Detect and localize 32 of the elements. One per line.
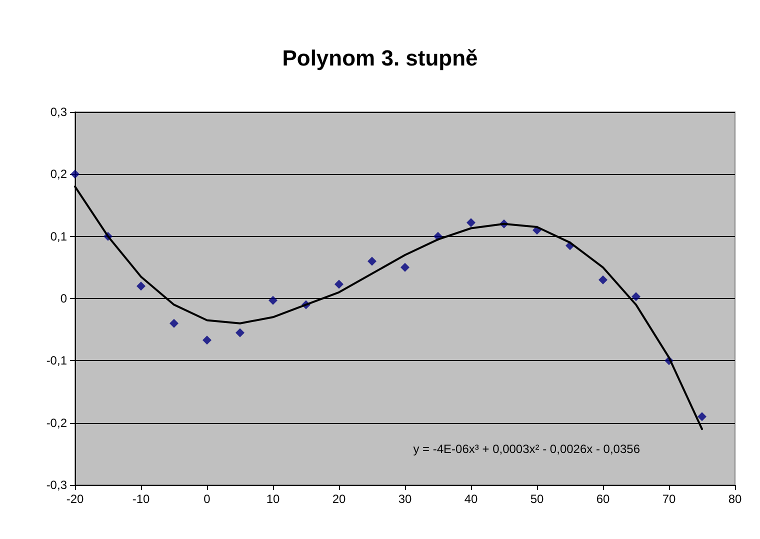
- point: [268, 296, 278, 305]
- point: [202, 336, 212, 345]
- x-tick-label: 40: [464, 492, 478, 506]
- x-tick-label: 20: [332, 492, 346, 506]
- point: [632, 292, 640, 302]
- y-tick-label: 0,3: [50, 105, 68, 119]
- y-tick-label: 0: [60, 292, 68, 306]
- x-tick-label: 70: [662, 492, 676, 506]
- point: [334, 280, 344, 289]
- x-tick-label: 50: [530, 492, 544, 506]
- point: [170, 318, 178, 328]
- point: [136, 282, 146, 291]
- y-tick-label: -0,2: [46, 416, 68, 430]
- point: [400, 262, 410, 272]
- y-tick-label: -0,1: [46, 354, 68, 368]
- y-tick-label: 0,2: [50, 167, 68, 182]
- annotation: y = -4E-06x³ + 0,0003x² - 0,0026x - 0,0356: [413, 442, 640, 456]
- point: [368, 256, 376, 266]
- point: [236, 328, 244, 338]
- y-tick-label: -0,3: [46, 478, 68, 492]
- x-tick-label: 80: [728, 492, 742, 506]
- x-tick-label: -20: [66, 492, 84, 506]
- point: [698, 412, 706, 422]
- x-tick-label: 30: [398, 492, 412, 506]
- point: [466, 218, 476, 228]
- x-tick-label: 60: [596, 492, 610, 506]
- point: [598, 275, 608, 284]
- chart-title: Polynom 3. stupně: [282, 46, 478, 70]
- x-tick-label: -10: [132, 492, 150, 506]
- x-tick-label: 0: [204, 492, 211, 506]
- x-tick-label: 10: [266, 492, 280, 506]
- y-tick-label: 0,1: [50, 229, 68, 244]
